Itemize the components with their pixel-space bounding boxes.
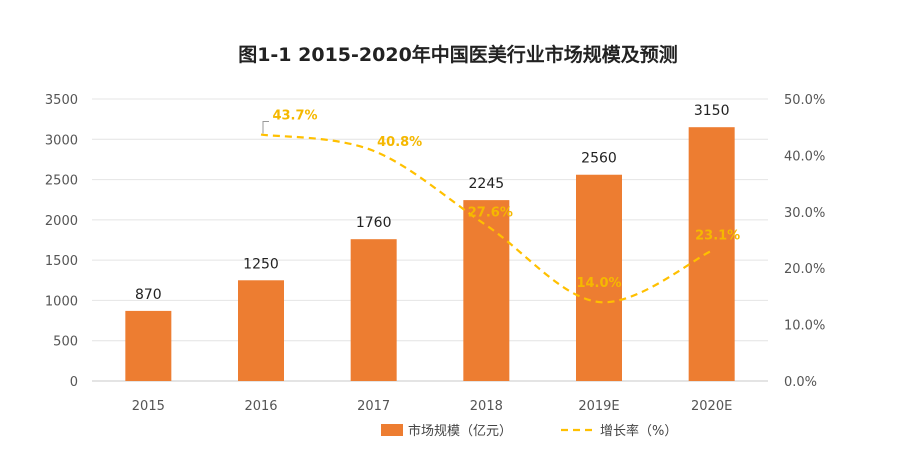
y-tick-label: 2000 bbox=[45, 214, 78, 229]
x-tick-label: 2019E bbox=[578, 399, 619, 414]
legend-label-bar: 市场规模（亿元） bbox=[408, 423, 512, 439]
rate-data-label: 27.6% bbox=[468, 205, 513, 220]
rate-data-label: 40.8% bbox=[377, 135, 422, 150]
bar bbox=[125, 310, 172, 381]
bar-data-label: 870 bbox=[135, 287, 162, 303]
x-tick-label: 2018 bbox=[470, 399, 503, 414]
bar-data-label: 1760 bbox=[356, 215, 392, 231]
bar-data-label: 2245 bbox=[469, 176, 505, 192]
rate-data-label: 43.7% bbox=[272, 109, 317, 124]
y2-tick-label: 20.0% bbox=[784, 262, 825, 277]
x-tick-label: 2016 bbox=[244, 399, 277, 414]
y-tick-label: 1500 bbox=[45, 254, 78, 269]
bar-data-label: 2560 bbox=[581, 151, 617, 167]
y2-tick-label: 40.0% bbox=[784, 149, 825, 164]
legend-label-line: 增长率（%） bbox=[600, 423, 677, 439]
y2-tick-label: 10.0% bbox=[784, 319, 825, 334]
rate-data-label: 14.0% bbox=[576, 276, 621, 291]
chart-title: 图1-1 2015-2020年中国医美行业市场规模及预测 bbox=[238, 44, 678, 66]
bar-data-label: 3150 bbox=[694, 103, 730, 119]
bar-data-label: 1250 bbox=[243, 256, 279, 272]
bar bbox=[463, 200, 510, 381]
rate-data-label: 23.1% bbox=[695, 229, 740, 244]
y2-tick-label: 30.0% bbox=[784, 206, 825, 221]
y2-tick-label: 50.0% bbox=[784, 93, 825, 108]
y-tick-label: 3500 bbox=[45, 93, 78, 108]
bar bbox=[350, 239, 397, 381]
y-tick-label: 0 bbox=[70, 375, 78, 390]
y-tick-label: 1000 bbox=[45, 294, 78, 309]
bar bbox=[238, 280, 284, 381]
label-leader-line bbox=[262, 121, 269, 134]
x-tick-label: 2015 bbox=[132, 399, 165, 414]
y-tick-label: 2500 bbox=[45, 174, 78, 189]
x-tick-label: 2020E bbox=[691, 399, 732, 414]
y-tick-label: 3000 bbox=[45, 133, 78, 148]
x-tick-label: 2017 bbox=[357, 399, 390, 414]
y-tick-label: 500 bbox=[53, 335, 78, 350]
y2-tick-label: 0.0% bbox=[784, 375, 817, 390]
bar bbox=[688, 127, 735, 381]
bar bbox=[576, 174, 622, 381]
legend-swatch-bar bbox=[381, 424, 403, 436]
